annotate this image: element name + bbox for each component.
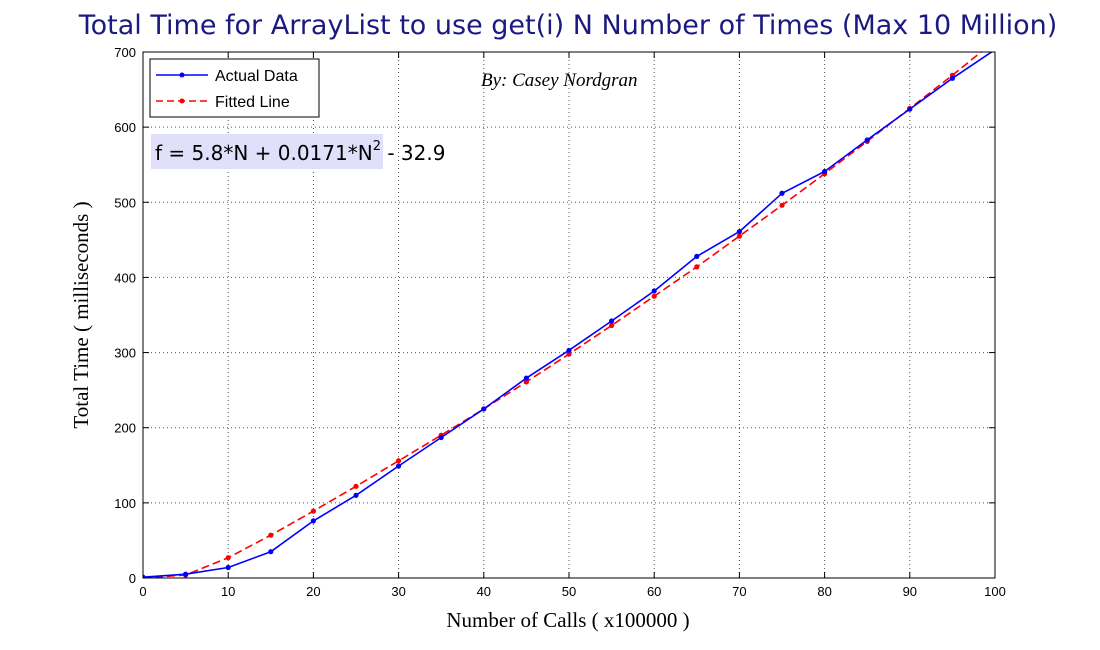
legend: Actual Data Fitted Line bbox=[149, 58, 320, 118]
data-point-actual-data bbox=[143, 574, 146, 578]
data-point-fitted-line bbox=[310, 508, 316, 514]
data-point-actual-data bbox=[310, 518, 316, 524]
equation-tail: - 32.9 bbox=[381, 141, 445, 165]
x-tick-label: 10 bbox=[221, 584, 235, 599]
legend-box bbox=[149, 58, 320, 118]
data-point-actual-data bbox=[225, 564, 231, 571]
y-tick-label: 400 bbox=[114, 270, 136, 285]
data-point-actual-data bbox=[566, 347, 572, 353]
legend-label-actual: Actual Data bbox=[215, 68, 298, 85]
legend-marker-fitted bbox=[179, 98, 185, 104]
x-tick-label: 40 bbox=[477, 584, 491, 599]
series-actual-data bbox=[143, 52, 995, 578]
x-tick-label: 90 bbox=[903, 584, 917, 599]
data-point-actual-data bbox=[523, 375, 530, 381]
legend-label-fitted: Fitted Line bbox=[215, 94, 290, 111]
data-point-fitted-line bbox=[523, 379, 530, 385]
x-axis-label: Number of Calls ( x100000 ) bbox=[446, 608, 689, 632]
series-layer bbox=[143, 52, 995, 578]
x-tick-label: 80 bbox=[817, 584, 831, 599]
y-tick-label: 600 bbox=[114, 120, 136, 135]
author-annotation: By: Casey Nordgran bbox=[481, 70, 638, 91]
data-point-actual-data bbox=[609, 318, 615, 324]
data-point-actual-data bbox=[481, 406, 487, 412]
y-tick-label: 300 bbox=[114, 346, 136, 361]
ticks-layer: 0 10 20 30 40 50 60 70 80 90 100 0 100 200 300 400 500 60… bbox=[114, 45, 1006, 599]
equation-annotation: f = 5.8*N + 0.0171*N2 - 32.9 bbox=[151, 134, 445, 169]
equation-box bbox=[151, 134, 383, 169]
x-tick-label: 30 bbox=[391, 584, 405, 599]
x-tick-label: 70 bbox=[732, 584, 746, 599]
data-point-fitted-line bbox=[694, 264, 700, 270]
data-point-actual-data bbox=[949, 75, 956, 81]
y-tick-label: 700 bbox=[114, 45, 136, 60]
legend-marker-actual bbox=[179, 72, 185, 78]
y-tick-label: 0 bbox=[129, 571, 136, 586]
data-point-actual-data bbox=[694, 253, 700, 259]
plot-area bbox=[143, 52, 995, 578]
data-point-actual-data bbox=[736, 228, 743, 235]
y-tick-label: 200 bbox=[114, 421, 136, 436]
data-point-actual-data bbox=[822, 168, 828, 175]
data-point-actual-data bbox=[268, 549, 274, 555]
data-point-fitted-line bbox=[779, 202, 785, 208]
data-point-actual-data bbox=[779, 190, 785, 196]
data-point-actual-data bbox=[438, 434, 444, 441]
data-point-actual-data bbox=[183, 571, 189, 577]
data-point-fitted-line bbox=[736, 233, 743, 239]
x-tick-label: 50 bbox=[562, 584, 576, 599]
data-point-fitted-line bbox=[225, 555, 231, 561]
chart-title: Total Time for ArrayList to use get(i) N… bbox=[78, 10, 1058, 41]
y-tick-label: 100 bbox=[114, 496, 136, 511]
x-tick-label: 20 bbox=[306, 584, 320, 599]
data-point-actual-data bbox=[651, 288, 657, 294]
equation-exponent: 2 bbox=[373, 139, 381, 154]
x-tick-label: 100 bbox=[984, 584, 1006, 599]
data-point-actual-data bbox=[907, 106, 913, 112]
data-point-fitted-line bbox=[268, 532, 274, 538]
equation-text: f = 5.8*N + 0.0171*N2 - 32.9 bbox=[155, 139, 445, 165]
data-point-fitted-line bbox=[566, 351, 572, 357]
y-axis-label: Total Time ( milliseconds ) bbox=[69, 201, 93, 428]
data-point-fitted-line bbox=[353, 483, 359, 489]
equation-main: f = 5.8*N + 0.0171*N bbox=[155, 141, 373, 165]
data-point-fitted-line bbox=[609, 322, 615, 329]
data-point-actual-data bbox=[864, 137, 870, 143]
x-tick-label: 0 bbox=[139, 584, 146, 599]
x-tick-label: 60 bbox=[647, 584, 661, 599]
data-point-fitted-line bbox=[651, 293, 657, 299]
data-point-actual-data bbox=[396, 463, 402, 469]
y-tick-label: 500 bbox=[114, 195, 136, 210]
data-point-fitted-line bbox=[396, 458, 402, 464]
data-point-actual-data bbox=[353, 492, 359, 498]
